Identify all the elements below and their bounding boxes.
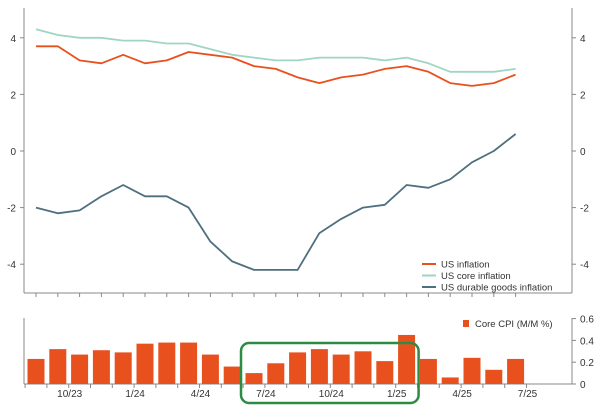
x-tick-label: 4/24 bbox=[191, 389, 211, 400]
y-tick-label-right: -2 bbox=[580, 204, 589, 215]
y-tick-label-right: 2 bbox=[580, 90, 586, 101]
y-tick-label-right: 0 bbox=[580, 147, 586, 158]
bar bbox=[289, 352, 307, 384]
y-tick-label-left: -2 bbox=[7, 204, 16, 215]
legend-label: US inflation bbox=[441, 260, 490, 271]
bar bbox=[49, 349, 67, 384]
y-tick-label-left: 4 bbox=[10, 34, 16, 45]
series-line-us-core-inflation bbox=[35, 28, 516, 73]
bar bbox=[354, 351, 372, 384]
legend-label: Core CPI (M/M %) bbox=[475, 319, 553, 330]
bar bbox=[332, 354, 350, 384]
x-tick-label: 4/25 bbox=[452, 389, 472, 400]
bar bbox=[114, 352, 132, 384]
x-tick-label: 10/23 bbox=[57, 389, 82, 400]
bar bbox=[376, 361, 394, 384]
legend-label: US core inflation bbox=[441, 271, 511, 282]
y-tick-label-right: 0.6 bbox=[580, 315, 594, 326]
bar bbox=[441, 377, 459, 384]
bar bbox=[245, 373, 263, 384]
x-tick-label: 7/25 bbox=[518, 389, 538, 400]
bar bbox=[485, 369, 503, 384]
bar bbox=[180, 342, 198, 384]
y-tick-label-right: 0 bbox=[580, 380, 586, 391]
legend-swatch bbox=[463, 320, 469, 327]
x-tick-label: 10/24 bbox=[319, 389, 344, 400]
y-tick-label-left: 0 bbox=[10, 147, 16, 158]
y-tick-label-right: 0.2 bbox=[580, 358, 594, 369]
highlight-box bbox=[239, 341, 420, 405]
bar bbox=[92, 350, 110, 384]
legend-label: US durable goods inflation bbox=[441, 283, 552, 294]
bar bbox=[507, 358, 525, 384]
y-tick-label-right: 0.4 bbox=[580, 336, 594, 347]
bar bbox=[201, 354, 219, 384]
x-tick-label: 1/25 bbox=[387, 389, 407, 400]
series-line-us-durable-goods-inflation bbox=[35, 133, 517, 271]
bar bbox=[158, 342, 176, 384]
x-tick-label: 1/24 bbox=[125, 389, 145, 400]
bar bbox=[310, 349, 328, 384]
bar bbox=[267, 363, 285, 384]
bar bbox=[398, 334, 416, 384]
bar bbox=[223, 366, 241, 384]
y-tick-label-right: 4 bbox=[580, 34, 586, 45]
y-tick-label-left: 2 bbox=[10, 90, 16, 101]
bar bbox=[419, 358, 437, 384]
bar bbox=[136, 343, 154, 384]
bar-chart-panel: 0 0.2 0.4 0.6 10/23 1/24 4/24 7/24 10/24 1/25 4/25… bbox=[23, 315, 594, 405]
y-tick-label-right: -4 bbox=[580, 260, 589, 271]
series-line-us-inflation bbox=[36, 45, 516, 87]
x-tick-label: 7/24 bbox=[256, 389, 276, 400]
bar bbox=[463, 357, 481, 384]
bar bbox=[27, 358, 45, 384]
y-tick-label-left: -4 bbox=[7, 260, 16, 271]
bar bbox=[71, 354, 89, 384]
